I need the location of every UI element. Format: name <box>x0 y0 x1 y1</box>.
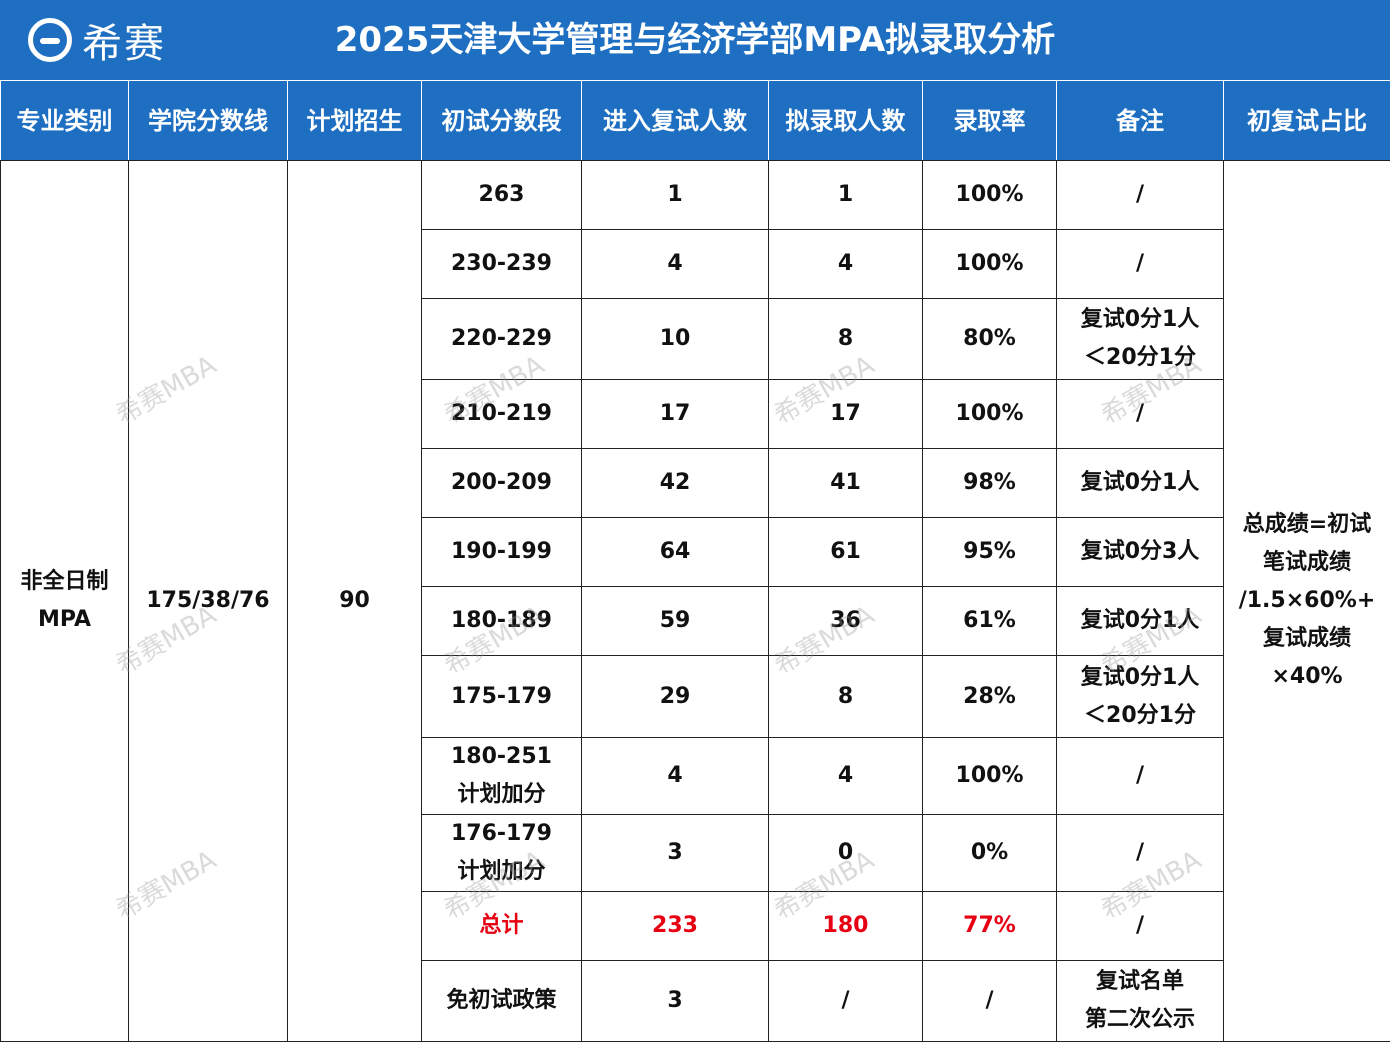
col-header-admission-rate: 录取率 <box>922 80 1057 161</box>
admission-rate-cell: 61% <box>922 586 1057 656</box>
weight-formula-cell: 总成绩=初试 笔试成绩 /1.5×60%+ 复试成绩 ×40% <box>1223 160 1390 1042</box>
note-cell: 复试0分1人 ＜20分1分 <box>1056 655 1224 738</box>
admitted-count-cell: 8 <box>768 298 923 380</box>
table-row: 210-219 17 17 100% / <box>1 379 1390 449</box>
plan-cell: 90 <box>287 160 422 1042</box>
col-header-admitted-count: 拟录取人数 <box>768 80 923 161</box>
col-header-weight: 初复试占比 <box>1223 80 1390 161</box>
note-cell: / <box>1056 379 1224 449</box>
col-header-score-range: 初试分数段 <box>421 80 582 161</box>
admission-table: 专业类别 学院分数线 计划招生 初试分数段 进入复试人数 拟录取人数 录取率 备… <box>0 80 1390 1042</box>
interview-count-cell: 10 <box>581 298 769 380</box>
score-range-cell: 210-219 <box>421 379 582 449</box>
admitted-count-cell: 0 <box>768 814 923 892</box>
admission-rate-cell: 80% <box>922 298 1057 380</box>
score-range-cell: 230-239 <box>421 229 582 299</box>
score-range-cell: 175-179 <box>421 655 582 738</box>
interview-count-cell: 29 <box>581 655 769 738</box>
note-cell: / <box>1056 891 1224 961</box>
interview-count-cell: 233 <box>581 891 769 961</box>
admission-rate-cell: 0% <box>922 814 1057 892</box>
title-bar: 希赛 2025天津大学管理与经济学部MPA拟录取分析 <box>0 0 1390 80</box>
logo-text: 希赛 <box>82 21 166 67</box>
admission-rate-cell: 100% <box>922 229 1057 299</box>
table-row: 180-251 计划加分 4 4 100% / <box>1 737 1390 815</box>
page-title: 2025天津大学管理与经济学部MPA拟录取分析 <box>334 20 1056 60</box>
admission-rate-cell: 95% <box>922 517 1057 587</box>
table-row: 175-179 29 8 28% 复试0分1人 ＜20分1分 <box>1 655 1390 738</box>
note-cell: / <box>1056 814 1224 892</box>
note-cell: / <box>1056 229 1224 299</box>
admitted-count-cell: 180 <box>768 891 923 961</box>
admitted-count-cell: 41 <box>768 448 923 518</box>
interview-count-cell: 1 <box>581 160 769 230</box>
admission-rate-cell: 100% <box>922 737 1057 815</box>
admitted-count-cell: 4 <box>768 737 923 815</box>
table-row: 总计 233 180 77% / <box>1 891 1390 961</box>
note-cell: 复试0分3人 <box>1056 517 1224 587</box>
interview-count-cell: 4 <box>581 229 769 299</box>
col-header-score-line: 学院分数线 <box>128 80 288 161</box>
note-cell: 复试0分1人 <box>1056 586 1224 656</box>
col-header-category: 专业类别 <box>0 80 129 161</box>
table-row: 230-239 4 4 100% / <box>1 229 1390 299</box>
logo: 希赛 <box>28 14 166 67</box>
admission-rate-cell: 100% <box>922 379 1057 449</box>
admitted-count-cell: 1 <box>768 160 923 230</box>
score-range-cell: 200-209 <box>421 448 582 518</box>
col-header-plan: 计划招生 <box>287 80 422 161</box>
admission-rate-cell: 98% <box>922 448 1057 518</box>
score-line-cell: 175/38/76 <box>128 160 288 1042</box>
admitted-count-cell: 61 <box>768 517 923 587</box>
interview-count-cell: 42 <box>581 448 769 518</box>
table-row: 非全日制 MPA 175/38/76 90 263 1 1 100% / 总成绩=初试 笔试成绩… <box>0 160 1390 1042</box>
logo-icon <box>28 18 72 62</box>
admitted-count-cell: 8 <box>768 655 923 738</box>
admitted-count-cell: / <box>768 960 923 1042</box>
score-range-cell: 总计 <box>421 891 582 961</box>
interview-count-cell: 3 <box>581 960 769 1042</box>
interview-count-cell: 3 <box>581 814 769 892</box>
score-range-cell: 180-189 <box>421 586 582 656</box>
interview-count-cell: 64 <box>581 517 769 587</box>
interview-count-cell: 4 <box>581 737 769 815</box>
admission-rate-cell: / <box>922 960 1057 1042</box>
note-cell: / <box>1056 737 1224 815</box>
col-header-interview-count: 进入复试人数 <box>581 80 769 161</box>
note-cell: 复试0分1人 ＜20分1分 <box>1056 298 1224 380</box>
admission-rate-cell: 77% <box>922 891 1057 961</box>
score-range-cell: 220-229 <box>421 298 582 380</box>
score-range-cell: 263 <box>421 160 582 230</box>
interview-count-cell: 17 <box>581 379 769 449</box>
admission-rate-cell: 28% <box>922 655 1057 738</box>
header-row: 专业类别 学院分数线 计划招生 初试分数段 进入复试人数 拟录取人数 录取率 备… <box>0 80 1390 161</box>
score-range-cell: 190-199 <box>421 517 582 587</box>
admitted-count-cell: 36 <box>768 586 923 656</box>
col-header-note: 备注 <box>1056 80 1224 161</box>
note-cell: 复试0分1人 <box>1056 448 1224 518</box>
admission-rate-cell: 100% <box>922 160 1057 230</box>
note-cell: / <box>1056 160 1224 230</box>
table-row: 176-179 计划加分 3 0 0% / <box>1 814 1390 892</box>
admitted-count-cell: 4 <box>768 229 923 299</box>
score-range-cell: 180-251 计划加分 <box>421 737 582 815</box>
note-cell: 复试名单 第二次公示 <box>1056 960 1224 1042</box>
admitted-count-cell: 17 <box>768 379 923 449</box>
score-range-cell: 176-179 计划加分 <box>421 814 582 892</box>
score-range-cell: 免初试政策 <box>421 960 582 1042</box>
table-row: 免初试政策 3// 复试名单 第二次公示 <box>1 960 1390 1042</box>
category-cell: 非全日制 MPA <box>0 160 129 1042</box>
interview-count-cell: 59 <box>581 586 769 656</box>
